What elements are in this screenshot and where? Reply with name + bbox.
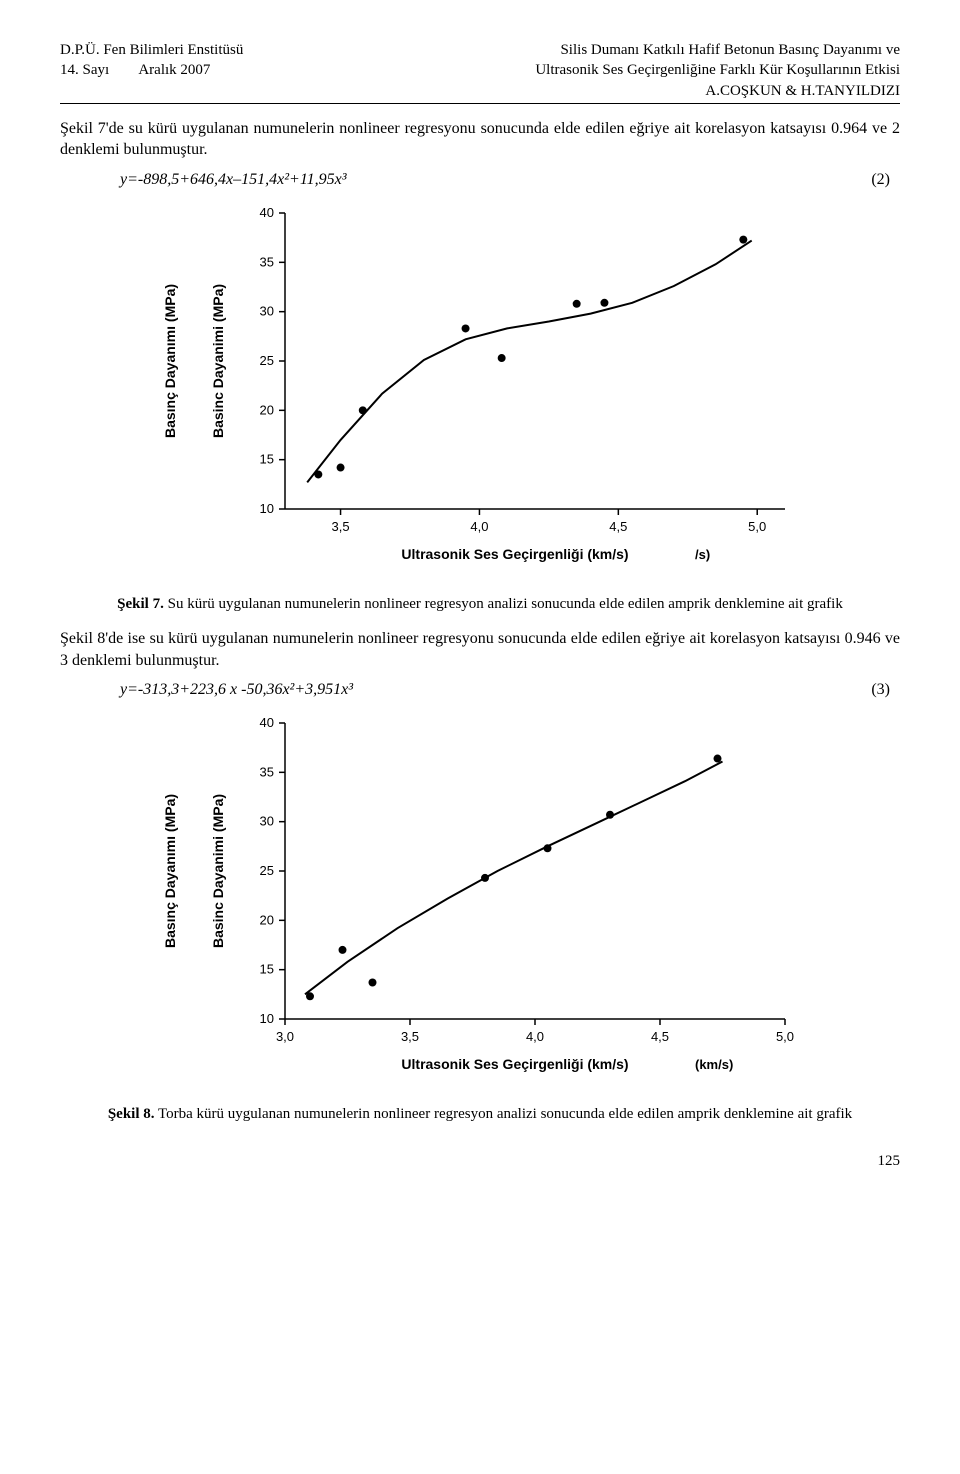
- paragraph-before-eq3: Şekil 8'de ise su kürü uygulanan numunel…: [60, 628, 900, 671]
- figure-7: 10 15 20 25 30 35 40 3,5 4,0 4,5 5,0 Basınç Dayanım…: [155, 201, 805, 586]
- svg-text:10: 10: [260, 1011, 274, 1026]
- svg-text:40: 40: [260, 715, 274, 730]
- header-right-line3: A.COŞKUN & H.TANYILDIZI: [535, 81, 900, 101]
- svg-text:4,5: 4,5: [651, 1029, 669, 1044]
- figure-8-caption: Şekil 8. Torba kürü uygulanan numuneleri…: [60, 1104, 900, 1124]
- equation-3-body: y=-313,3+223,6 x -50,36x²+3,951x³: [120, 681, 353, 699]
- chart-8-svg: 10 15 20 25 30 35 40 3,0 3,5 4,0 4,5 5,0 Basınç Daya…: [155, 711, 805, 1091]
- equation-2-number: (2): [871, 171, 900, 189]
- svg-text:4,5: 4,5: [609, 519, 627, 534]
- svg-text:Basinc Dayanimi (MPa): Basinc Dayanimi (MPa): [210, 794, 226, 948]
- page-number: 125: [60, 1153, 900, 1170]
- svg-text:10: 10: [260, 501, 274, 516]
- svg-text:Basinc Dayanimi (MPa): Basinc Dayanimi (MPa): [210, 284, 226, 438]
- svg-text:15: 15: [260, 962, 274, 977]
- svg-text:30: 30: [260, 814, 274, 829]
- svg-text:4,0: 4,0: [526, 1029, 544, 1044]
- svg-text:20: 20: [260, 913, 274, 928]
- figure-7-caption-text: Su kürü uygulanan numunelerin nonlineer …: [164, 596, 843, 612]
- svg-text:15: 15: [260, 452, 274, 467]
- svg-text:40: 40: [260, 205, 274, 220]
- svg-text:/s): /s): [695, 547, 710, 562]
- svg-text:3,5: 3,5: [401, 1029, 419, 1044]
- equation-2-body: y=-898,5+646,4x–151,4x²+11,95x³: [120, 171, 347, 189]
- svg-text:20: 20: [260, 402, 274, 417]
- figure-8-caption-text: Torba kürü uygulanan numunelerin nonline…: [155, 1106, 853, 1122]
- header-divider: [60, 103, 900, 104]
- svg-text:(km/s): (km/s): [695, 1057, 733, 1072]
- chart-7-svg: 10 15 20 25 30 35 40 3,5 4,0 4,5 5,0 Basınç Dayanım…: [155, 201, 805, 581]
- figure-8: 10 15 20 25 30 35 40 3,0 3,5 4,0 4,5 5,0 Basınç Daya…: [155, 711, 805, 1096]
- svg-text:Ultrasonik Ses Geçirgenliği (k: Ultrasonik Ses Geçirgenliği (km/s): [401, 546, 628, 562]
- header-right-line1: Silis Dumanı Katkılı Hafif Betonun Basın…: [535, 40, 900, 60]
- paragraph-before-eq2: Şekil 7'de su kürü uygulanan numunelerin…: [60, 118, 900, 161]
- svg-text:5,0: 5,0: [776, 1029, 794, 1044]
- svg-text:3,0: 3,0: [276, 1029, 294, 1044]
- svg-text:25: 25: [260, 863, 274, 878]
- header-left-line1: D.P.Ü. Fen Bilimleri Enstitüsü: [60, 40, 243, 60]
- equation-3: y=-313,3+223,6 x -50,36x²+3,951x³ (3): [120, 681, 900, 699]
- svg-text:4,0: 4,0: [470, 519, 488, 534]
- page-header: D.P.Ü. Fen Bilimleri Enstitüsü 14. Sayı …: [60, 40, 900, 101]
- svg-text:Basınç Dayanımı (MPa): Basınç Dayanımı (MPa): [162, 794, 178, 948]
- svg-text:25: 25: [260, 353, 274, 368]
- svg-text:3,5: 3,5: [332, 519, 350, 534]
- figure-7-caption: Şekil 7. Su kürü uygulanan numunelerin n…: [60, 594, 900, 614]
- svg-text:35: 35: [260, 254, 274, 269]
- header-right-line2: Ultrasonik Ses Geçirgenliğine Farklı Kür…: [535, 60, 900, 80]
- header-left-line2: 14. Sayı Aralık 2007: [60, 60, 243, 80]
- figure-8-caption-label: Şekil 8.: [108, 1106, 155, 1122]
- equation-2: y=-898,5+646,4x–151,4x²+11,95x³ (2): [120, 171, 900, 189]
- equation-3-number: (3): [871, 681, 900, 699]
- figure-7-caption-label: Şekil 7.: [117, 596, 164, 612]
- svg-text:Basınç Dayanımı (MPa): Basınç Dayanımı (MPa): [162, 284, 178, 438]
- svg-text:5,0: 5,0: [748, 519, 766, 534]
- svg-text:Ultrasonik Ses Geçirgenliği (k: Ultrasonik Ses Geçirgenliği (km/s): [401, 1056, 628, 1072]
- svg-text:30: 30: [260, 304, 274, 319]
- svg-text:35: 35: [260, 765, 274, 780]
